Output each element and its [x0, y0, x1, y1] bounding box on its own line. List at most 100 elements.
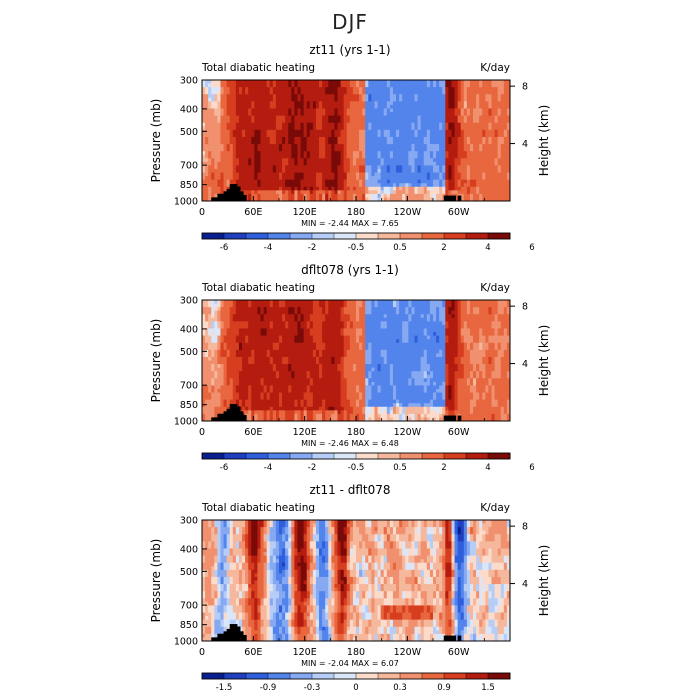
heatmap-cell: [442, 168, 446, 173]
heatmap-cell: [414, 140, 418, 145]
heatmap-cell: [325, 417, 329, 422]
heatmap-cell: [315, 403, 320, 408]
heatmap-cell: [405, 83, 409, 88]
heatmap-cell: [205, 112, 209, 116]
heatmap-cell: [238, 165, 243, 170]
heatmap-cell: [312, 87, 317, 92]
heatmap-cell: [220, 154, 224, 159]
heatmap-cell: [232, 314, 237, 319]
heatmap-cell: [245, 410, 249, 415]
heatmap-cell: [306, 133, 311, 138]
heatmap-cell: [306, 101, 311, 106]
heatmap-cell: [202, 119, 206, 124]
heatmap-cell: [254, 413, 258, 418]
heatmap-cell: [399, 97, 403, 102]
heatmap-cell: [294, 158, 298, 163]
heatmap-cell: [497, 122, 502, 127]
heatmap-cell: [396, 136, 400, 141]
heatmap-cell: [248, 144, 252, 149]
heatmap-cell: [251, 115, 255, 120]
heatmap-cell: [325, 83, 329, 88]
heatmap-cell: [309, 353, 314, 358]
heatmap-cell: [482, 101, 486, 106]
heatmap-cell: [482, 172, 486, 177]
heatmap-cell: [220, 158, 224, 163]
heatmap-cell: [319, 126, 323, 131]
heatmap-cell: [429, 179, 434, 184]
heatmap-cell: [362, 108, 366, 113]
heatmap-cell: [303, 399, 308, 404]
heatmap-cell: [285, 80, 289, 84]
heatmap-cell: [445, 97, 449, 102]
heatmap-cell: [365, 197, 369, 202]
heatmap-cell: [279, 144, 283, 149]
heatmap-cell: [346, 197, 351, 202]
heatmap-cell: [254, 140, 258, 145]
heatmap-cell: [362, 104, 366, 109]
heatmap-cell: [291, 112, 295, 116]
heatmap-cell: [245, 101, 249, 106]
heatmap-cell: [229, 83, 234, 88]
heatmap-cell: [279, 378, 283, 383]
heatmap-cell: [389, 97, 394, 102]
heatmap-cell: [220, 183, 224, 188]
heatmap-cell: [248, 406, 252, 411]
heatmap-cell: [460, 172, 465, 177]
heatmap-cell: [217, 168, 221, 173]
heatmap-cell: [205, 90, 209, 95]
heatmap-cell: [223, 310, 228, 315]
heatmap-cell: [349, 140, 354, 145]
heatmap-cell: [238, 122, 243, 127]
heatmap-cell: [232, 339, 237, 344]
heatmap-cell: [414, 83, 418, 88]
heatmap-cell: [420, 176, 425, 181]
heatmap-cell: [214, 144, 218, 149]
heatmap-cell: [485, 115, 489, 120]
heatmap-cell: [343, 190, 348, 195]
heatmap-cell: [368, 193, 372, 198]
x-tick-label: 120E: [293, 207, 317, 218]
heatmap-cell: [451, 151, 455, 156]
heatmap-cell: [417, 80, 422, 84]
heatmap-cell: [251, 360, 255, 365]
heatmap-cell: [469, 140, 474, 145]
heatmap-cell: [392, 151, 397, 156]
heatmap-cell: [263, 346, 268, 351]
heatmap-cell: [337, 342, 341, 347]
heatmap-cell: [214, 413, 218, 418]
heatmap-cell: [232, 101, 237, 106]
heatmap-cell: [238, 126, 243, 131]
heatmap-cell: [279, 104, 283, 109]
heatmap-cell: [248, 165, 252, 170]
heatmap-cell: [226, 388, 231, 393]
heatmap-cell: [429, 186, 434, 191]
heatmap-cell: [436, 80, 440, 84]
heatmap-cell: [294, 396, 298, 401]
heatmap-cell: [408, 193, 412, 198]
heatmap-cell: [294, 104, 298, 109]
heatmap-cell: [414, 176, 418, 181]
heatmap-cell: [266, 413, 271, 418]
heatmap-cell: [272, 147, 277, 152]
heatmap-cell: [322, 328, 326, 333]
heatmap-cell: [402, 168, 406, 173]
heatmap-cell: [439, 179, 443, 184]
heatmap-cell: [365, 151, 369, 156]
heatmap-cell: [303, 119, 308, 124]
heatmap-cell: [306, 310, 311, 315]
heatmap-cell: [315, 360, 320, 365]
heatmap-cell: [340, 108, 345, 113]
heatmap-cell: [257, 197, 261, 202]
heatmap-cell: [266, 165, 271, 170]
heatmap-cell: [272, 410, 277, 415]
heatmap-cell: [340, 183, 345, 188]
heatmap-cell: [303, 328, 308, 333]
heatmap-cell: [346, 179, 351, 184]
heatmap-cell: [226, 367, 231, 372]
heatmap-cell: [294, 346, 298, 351]
heatmap-cell: [365, 104, 369, 109]
heatmap-cell: [442, 112, 446, 116]
heatmap-cell: [291, 353, 295, 358]
heatmap-cell: [254, 374, 258, 379]
heatmap-cell: [266, 172, 271, 177]
